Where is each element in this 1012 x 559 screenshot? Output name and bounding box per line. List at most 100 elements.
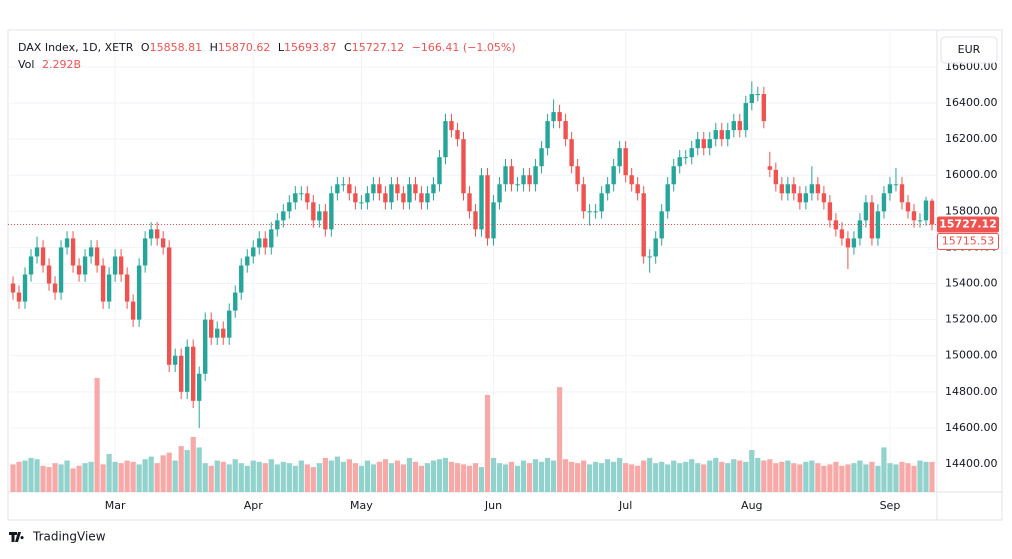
candle-body: [653, 238, 658, 257]
volume-bar: [46, 467, 52, 492]
candle-body: [665, 184, 670, 212]
candle-body: [365, 193, 370, 203]
volume-bar: [623, 463, 629, 492]
volume-bar: [821, 465, 827, 492]
candle-body: [851, 238, 857, 248]
currency[interactable]: EUR: [958, 43, 981, 56]
volume-bar: [328, 460, 334, 492]
volume-bar: [833, 461, 839, 492]
volume-bar: [556, 387, 563, 492]
volume-bar: [94, 377, 100, 492]
candle-body: [323, 211, 328, 230]
y-tick-label: 14800.00: [945, 385, 998, 398]
volume-bar: [881, 447, 887, 492]
volume-bar: [124, 460, 130, 492]
volume-bar: [569, 461, 575, 492]
candle-body: [713, 130, 718, 140]
volume-bar: [839, 465, 845, 492]
volume-bar: [82, 463, 88, 492]
volume-bar: [923, 461, 929, 492]
candle-body: [743, 103, 748, 131]
candle-body: [533, 166, 538, 185]
volume-bar: [298, 460, 304, 492]
volume-bar: [466, 465, 473, 492]
candle-body: [28, 256, 34, 275]
volume-bar: [749, 450, 755, 492]
volume-header: Vol 2.292B: [18, 58, 81, 71]
candle-body: [887, 184, 893, 194]
candle-body: [773, 169, 779, 185]
candle-body: [233, 292, 238, 311]
volume-bar: [743, 461, 749, 492]
volume-bar: [106, 453, 112, 492]
currency-button[interactable]: [940, 36, 998, 64]
volume-bar: [70, 468, 76, 492]
volume-bar: [725, 463, 731, 492]
volume-bar: [520, 460, 527, 492]
volume-bar: [707, 460, 713, 492]
candle-body: [112, 256, 118, 275]
volume-bar: [250, 460, 256, 492]
candle-body: [136, 265, 142, 320]
candle-body: [197, 373, 202, 401]
volume-bar: [214, 460, 220, 492]
candle-body: [575, 166, 580, 185]
volume-label: Vol: [18, 58, 34, 71]
candle-body: [551, 112, 556, 122]
volume-bar: [641, 460, 647, 492]
volume-bar: [779, 461, 785, 492]
volume-bar: [322, 457, 328, 492]
volume-bar: [16, 461, 22, 492]
candle-body: [425, 193, 430, 203]
volume-bar: [490, 457, 497, 492]
volume-bar: [538, 461, 545, 492]
volume-bar: [737, 460, 743, 492]
candle-body: [761, 94, 767, 122]
candle-body: [503, 166, 508, 185]
volume-bar: [232, 459, 238, 492]
chart-title: DAX Index, 1D, XETR: [18, 41, 134, 54]
volume-bar: [605, 459, 611, 492]
volume-bar: [310, 467, 316, 492]
volume-bar: [166, 452, 172, 492]
volume-bar: [142, 459, 148, 492]
volume-bar: [424, 463, 431, 492]
volume-bar: [544, 457, 551, 492]
candle-body: [617, 148, 622, 167]
candle-body: [401, 193, 406, 203]
volume-bar: [280, 461, 286, 492]
candle-body: [221, 328, 226, 338]
candle-body: [64, 238, 70, 248]
candle-body: [527, 175, 532, 185]
candle-body: [785, 184, 791, 194]
volume-bar: [587, 464, 593, 492]
volume-bar: [659, 461, 665, 492]
volume-bar: [376, 461, 382, 492]
candle-body: [749, 94, 755, 104]
volume-bar: [274, 464, 280, 492]
volume-value: 2.292B: [42, 58, 81, 71]
candle-body: [791, 184, 797, 194]
candle-body: [34, 247, 40, 257]
candle-body: [767, 166, 773, 170]
volume-bar: [683, 461, 689, 492]
candle-body: [689, 148, 694, 158]
candle-body: [731, 121, 736, 131]
candle-body: [359, 202, 364, 204]
candle-body: [923, 200, 929, 221]
candle-body: [215, 328, 220, 338]
volume-bar: [677, 463, 683, 492]
volume-bar: [358, 465, 364, 492]
candle-body: [593, 211, 598, 213]
volume-bar: [460, 464, 467, 492]
candle-body: [779, 184, 785, 194]
x-tick-label: Sep: [880, 499, 901, 512]
candle-body: [293, 193, 298, 203]
candle-body: [82, 256, 88, 275]
volume-bar: [827, 464, 833, 492]
candle-body: [599, 193, 604, 212]
volume-bar: [340, 461, 346, 492]
candle-body: [443, 121, 448, 158]
volume-bar: [791, 463, 797, 492]
close-value: 15727.12: [352, 41, 405, 54]
